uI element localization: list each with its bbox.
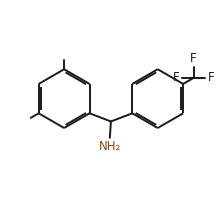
Text: NH₂: NH₂ (99, 140, 121, 153)
Text: F: F (190, 52, 197, 65)
Text: F: F (173, 71, 179, 85)
Text: F: F (208, 71, 214, 85)
